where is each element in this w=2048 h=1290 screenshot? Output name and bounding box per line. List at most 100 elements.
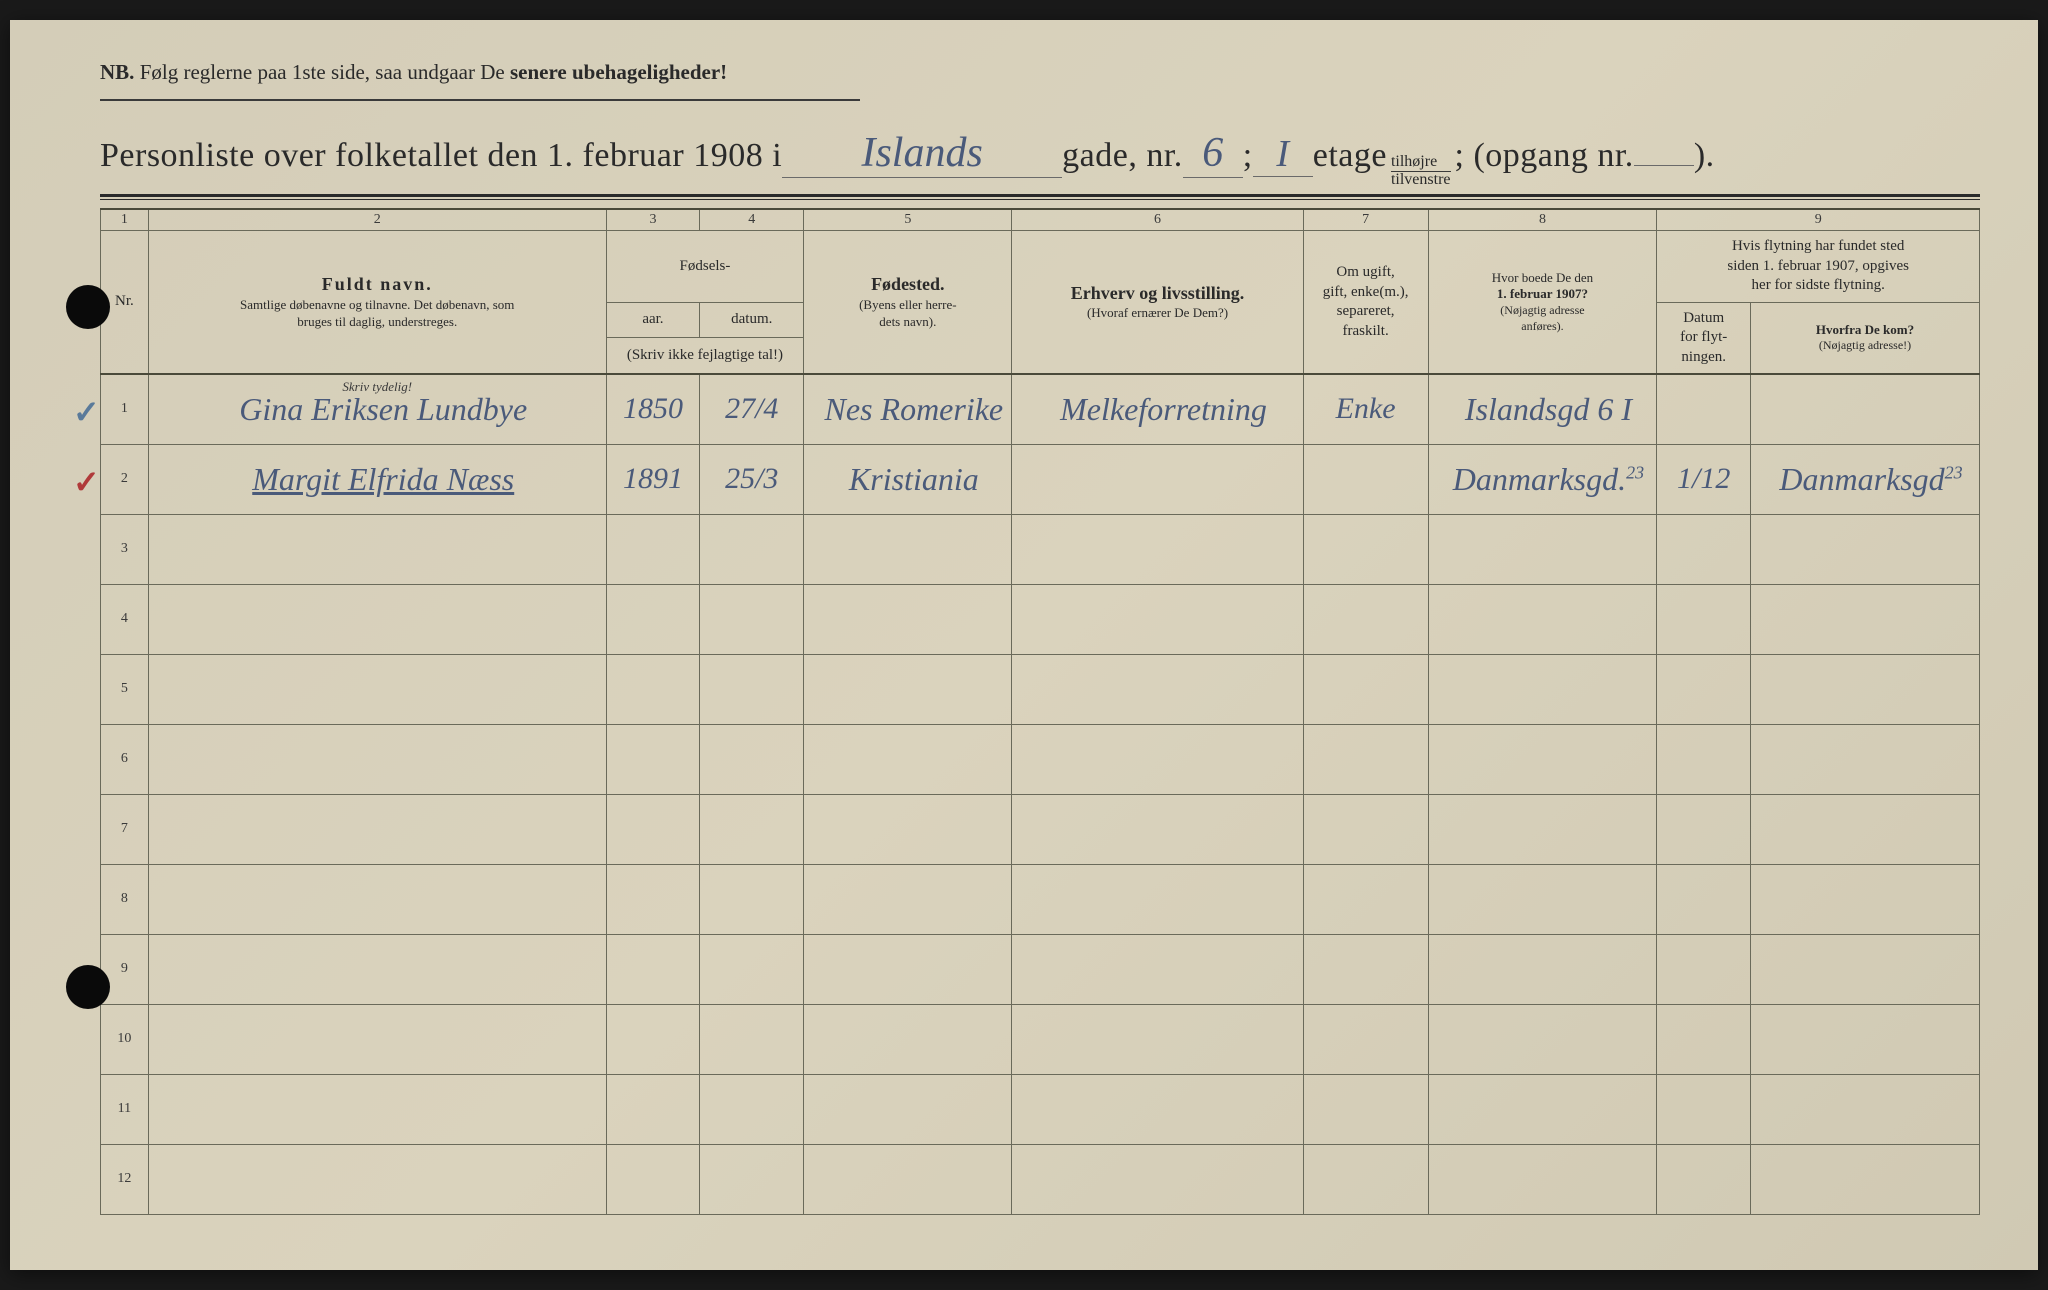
nb-text-b: senere ubehageligheder! <box>510 60 727 84</box>
column-number-row: 1 2 3 4 5 6 7 8 9 <box>101 209 1980 231</box>
cell-empty <box>700 794 804 864</box>
cell-moved-from <box>1751 374 1980 444</box>
cell-empty <box>804 1004 1012 1074</box>
name-value: Gina Eriksen Lundbye <box>239 391 527 427</box>
row-number: 3 <box>101 514 149 584</box>
colnum: 8 <box>1428 209 1657 231</box>
street-field: Islands <box>782 129 1062 178</box>
cell-moved-date <box>1657 374 1751 444</box>
cell-moved-date: 1/12 <box>1657 444 1751 514</box>
cell-empty <box>1303 1074 1428 1144</box>
cell-empty <box>700 584 804 654</box>
cell-prev: Islandsgd 6 I <box>1428 374 1657 444</box>
colnum: 9 <box>1657 209 1980 231</box>
cell-year: 1850 <box>606 374 700 444</box>
row-number: 12 <box>101 1144 149 1214</box>
table-row: 3 <box>101 514 1980 584</box>
hdr-name-sub1: Samtlige døbenavne og tilnavne. Det døbe… <box>157 297 598 314</box>
cell-empty <box>1303 654 1428 724</box>
prev-value: Danmarksgd. <box>1453 461 1626 497</box>
cell-empty <box>804 724 1012 794</box>
nb-text-a: Følg reglerne paa 1ste side, saa undgaar… <box>140 60 505 84</box>
cell-empty <box>1012 514 1303 584</box>
cell-empty <box>1303 934 1428 1004</box>
cell-empty <box>1012 864 1303 934</box>
cell-empty <box>700 934 804 1004</box>
cell-empty <box>1303 864 1428 934</box>
colnum: 7 <box>1303 209 1428 231</box>
number-field: 6 <box>1183 129 1243 178</box>
hdr-place: Fødested. (Byens eller herre- dets navn)… <box>804 231 1012 375</box>
cell-place: Nes Romerike <box>804 374 1012 444</box>
cell-empty <box>1751 514 1980 584</box>
table-row: 7 <box>101 794 1980 864</box>
cell-empty <box>1303 1144 1428 1214</box>
cell-empty <box>1657 1144 1751 1214</box>
table-row: 4 <box>101 584 1980 654</box>
cell-date: 27/4 <box>700 374 804 444</box>
hdr-place-sub: (Byens eller herre- dets navn). <box>812 297 1003 331</box>
hdr-erhverv: Erhverv og livsstilling. (Hvoraf ernærer… <box>1012 231 1303 375</box>
cell-empty <box>148 864 606 934</box>
cell-empty <box>1303 1004 1428 1074</box>
cell-empty <box>148 1074 606 1144</box>
cell-empty <box>700 654 804 724</box>
hdr-date: datum. <box>700 302 804 338</box>
row-number: 7 <box>101 794 149 864</box>
colnum: 5 <box>804 209 1012 231</box>
notice-line: NB. Følg reglerne paa 1ste side, saa und… <box>100 60 1978 85</box>
census-page: NB. Følg reglerne paa 1ste side, saa und… <box>10 20 2038 1270</box>
hdr-birth: Fødsels- <box>606 231 804 303</box>
cell-empty <box>1657 934 1751 1004</box>
side-bot: tilvenstre <box>1391 172 1451 188</box>
title-part1: Personliste over folketallet den 1. febr… <box>100 137 782 175</box>
cell-empty <box>1012 934 1303 1004</box>
cell-erhverv <box>1012 444 1303 514</box>
row-number: 8 <box>101 864 149 934</box>
nb-prefix: NB. <box>100 60 134 84</box>
cell-empty <box>700 1074 804 1144</box>
cell-status <box>1303 444 1428 514</box>
table-row: ✓ 2 Margit Elfrida Næss 1891 25/3 Kristi… <box>101 444 1980 514</box>
title-part5: ; (opgang nr. <box>1455 137 1634 175</box>
cell-empty <box>1428 1144 1657 1214</box>
cell-empty <box>148 934 606 1004</box>
hdr-year: aar. <box>606 302 700 338</box>
cell-empty <box>1657 1074 1751 1144</box>
cell-empty <box>1012 1074 1303 1144</box>
cell-empty <box>1751 654 1980 724</box>
cell-empty <box>1657 514 1751 584</box>
title-part4: etage <box>1313 137 1387 175</box>
cell-empty <box>1303 514 1428 584</box>
checkmark-icon: ✓ <box>73 463 100 501</box>
hdr-moved-date: Datum for flyt- ningen. <box>1657 302 1751 374</box>
row-number: 4 <box>101 584 149 654</box>
cell-empty <box>700 514 804 584</box>
hdr-moved-from: Hvorfra De kom? (Nøjagtig adresse!) <box>1751 302 1980 374</box>
cell-empty <box>148 794 606 864</box>
cell-moved-from: Danmarksgd23 <box>1751 444 1980 514</box>
opgang-field <box>1634 165 1694 166</box>
hdr-moved-top: Hvis flytning har fundet sted siden 1. f… <box>1657 231 1980 303</box>
row-nr-value: 2 <box>121 471 128 486</box>
row-number: ✓ 2 <box>101 444 149 514</box>
cell-empty <box>606 1074 700 1144</box>
hdr-erhverv-sub: (Hvoraf ernærer De Dem?) <box>1020 305 1294 322</box>
colnum: 2 <box>148 209 606 231</box>
side-options: tilhøjre tilvenstre <box>1391 154 1451 188</box>
cell-empty <box>606 724 700 794</box>
cell-empty <box>804 794 1012 864</box>
title-part6: ). <box>1694 137 1715 175</box>
hdr-moved-from-sub: (Nøjagtig adresse!) <box>1759 338 1971 354</box>
colnum: 1 <box>101 209 149 231</box>
cell-empty <box>1428 1074 1657 1144</box>
cell-empty <box>1428 864 1657 934</box>
punch-hole <box>66 285 110 329</box>
cell-empty <box>148 724 606 794</box>
cell-empty <box>1657 794 1751 864</box>
title-rule-heavy <box>100 194 1980 197</box>
hdr-name-sub2: bruges til daglig, understreges. <box>157 314 598 331</box>
hdr-status: Om ugift, gift, enke(m.), separeret, fra… <box>1303 231 1428 375</box>
side-top: tilhøjre <box>1391 154 1451 172</box>
cell-empty <box>1428 1004 1657 1074</box>
